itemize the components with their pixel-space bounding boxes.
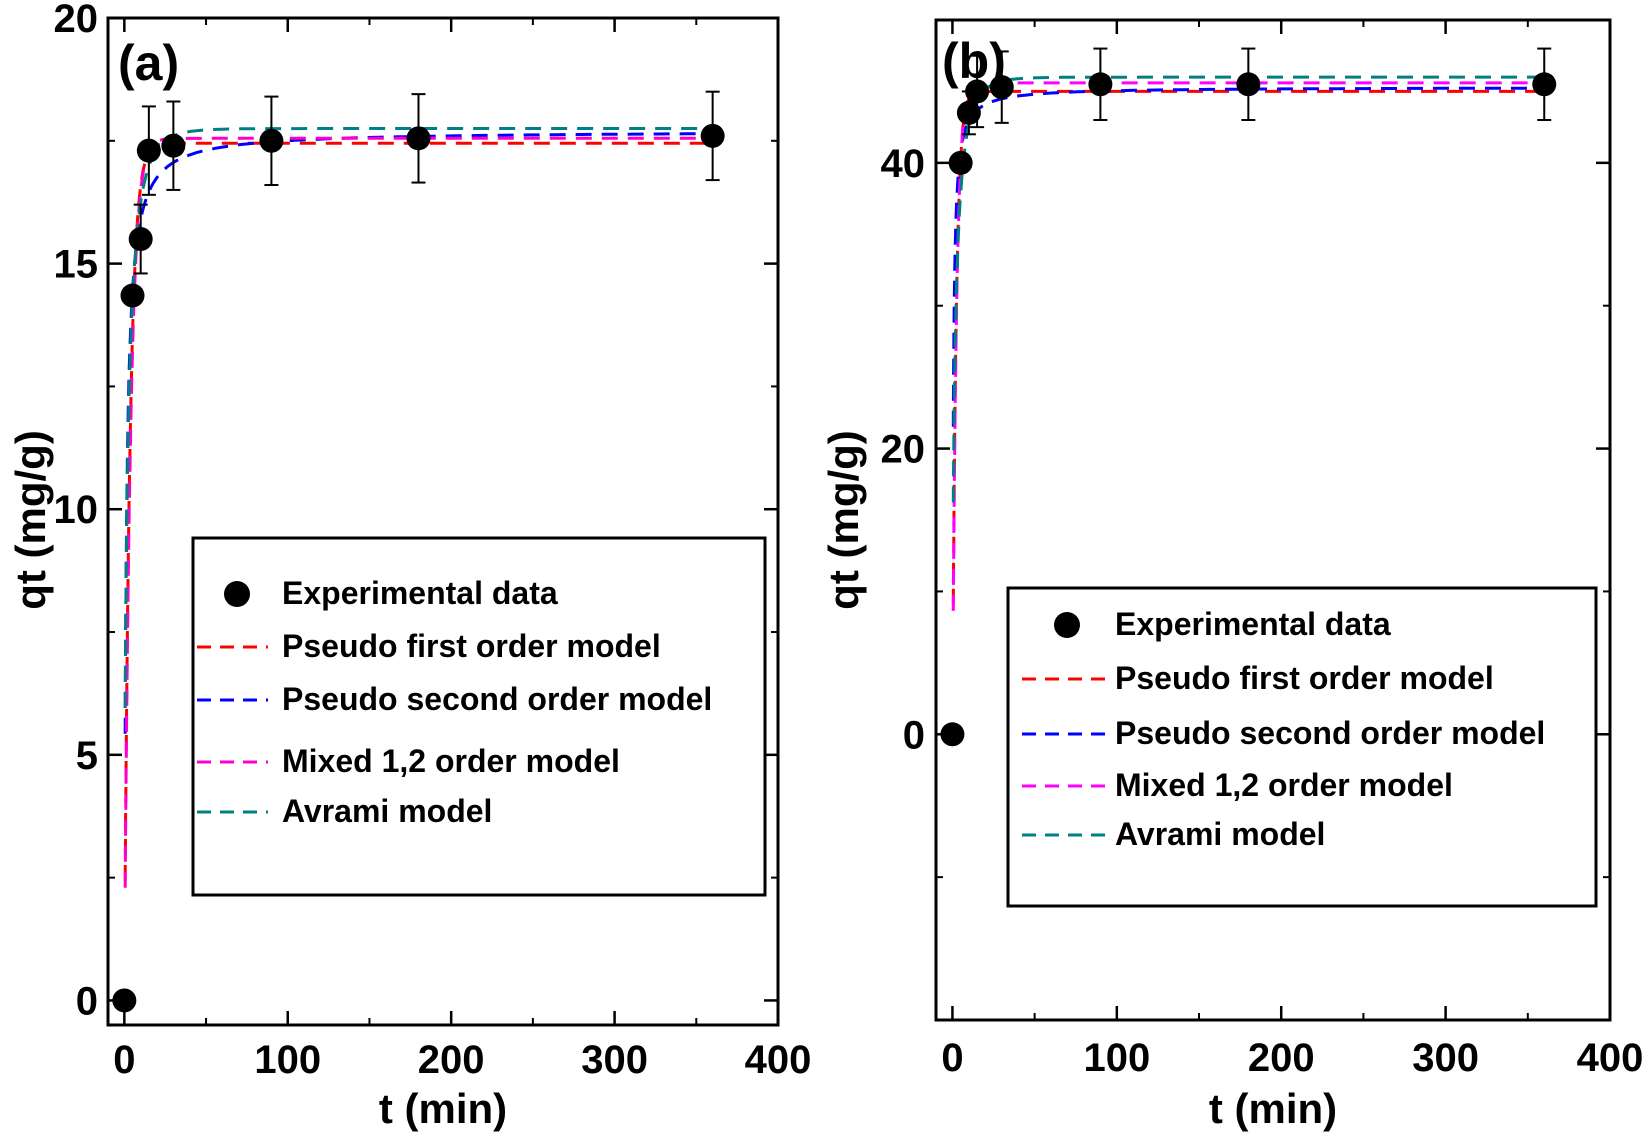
data-point [965, 79, 990, 104]
model-curve-mixed-1-2-order-model [951, 81, 1545, 611]
legend-label: Pseudo first order model [282, 628, 661, 664]
legend-label: Experimental data [282, 575, 558, 611]
experimental-points [112, 90, 725, 1013]
x-tick-label: 400 [745, 1038, 812, 1082]
x-tick-label: 100 [1083, 1036, 1150, 1080]
data-point [989, 75, 1014, 100]
data-point [1532, 72, 1557, 97]
y-tick-label: 0 [903, 713, 925, 757]
data-point [948, 150, 973, 175]
data-point [956, 100, 981, 125]
model-curve-avrami-model [123, 127, 713, 709]
legend-box [191, 536, 767, 897]
legend-label: Experimental data [1115, 606, 1391, 642]
model-curve-pseudo-second-order-model [951, 86, 1545, 427]
x-tick-label: 400 [1577, 1036, 1644, 1080]
data-point [259, 128, 284, 153]
x-tick-label: 300 [1412, 1036, 1479, 1080]
legend-marker-experimental [1054, 612, 1080, 638]
data-point [940, 722, 965, 747]
legend-label: Mixed 1,2 order model [282, 743, 620, 779]
plot-frame [934, 18, 1612, 1022]
y-axis-title: qt (mg/g) [7, 430, 54, 610]
x-tick-label: 200 [418, 1038, 485, 1082]
x-tick-label: 300 [581, 1038, 648, 1082]
model-curve-pseudo-first-order-model [951, 89, 1545, 605]
legend-box [1006, 586, 1598, 908]
legend-marker-experimental [224, 581, 250, 607]
data-point [112, 988, 137, 1013]
data-point [128, 227, 153, 252]
x-axis-title: t (min) [379, 1085, 507, 1132]
legend: Experimental data Pseudo first order mode… [1006, 586, 1598, 908]
legend-label: Pseudo second order model [282, 681, 712, 717]
x-tick-label: 0 [941, 1036, 963, 1080]
plot-frame [106, 16, 780, 1027]
y-tick-label: 10 [54, 488, 99, 532]
data-point [700, 123, 725, 148]
x-tick-label: 200 [1248, 1036, 1315, 1080]
x-axis-title: t (min) [1209, 1085, 1337, 1132]
data-point [161, 133, 186, 158]
panel-a: 0 100 200 300 400 0 5 10 15 20 t (min) qt (mg/g) (a)… [7, 0, 811, 1132]
legend: Experimental data Pseudo first order mode… [191, 536, 767, 897]
y-tick-label: 20 [54, 0, 99, 41]
panel-label: (a) [118, 35, 179, 91]
x-tick-label: 100 [254, 1038, 321, 1082]
data-point [136, 138, 161, 163]
legend-label: Avrami model [1115, 816, 1325, 852]
y-tick-label: 15 [54, 243, 99, 287]
model-curve-mixed-1-2-order-model [123, 136, 713, 888]
model-curve-pseudo-first-order-model [123, 141, 713, 882]
y-tick-label: 20 [881, 428, 926, 472]
y-axis-title: qt (mg/g) [820, 430, 867, 610]
y-tick-label: 40 [881, 142, 926, 186]
data-point [120, 283, 145, 308]
model-curve-avrami-model [951, 75, 1545, 503]
legend-label: Pseudo second order model [1115, 715, 1545, 751]
legend-label: Avrami model [282, 793, 492, 829]
model-curves [951, 75, 1545, 611]
legend-label: Mixed 1,2 order model [1115, 767, 1453, 803]
data-point [1088, 72, 1113, 97]
data-point [1236, 72, 1261, 97]
experimental-points [940, 47, 1557, 747]
legend-label: Pseudo first order model [1115, 660, 1494, 696]
data-point [406, 126, 431, 151]
y-tick-label: 5 [76, 734, 98, 778]
x-tick-label: 0 [113, 1038, 135, 1082]
y-tick-label: 0 [76, 979, 98, 1023]
